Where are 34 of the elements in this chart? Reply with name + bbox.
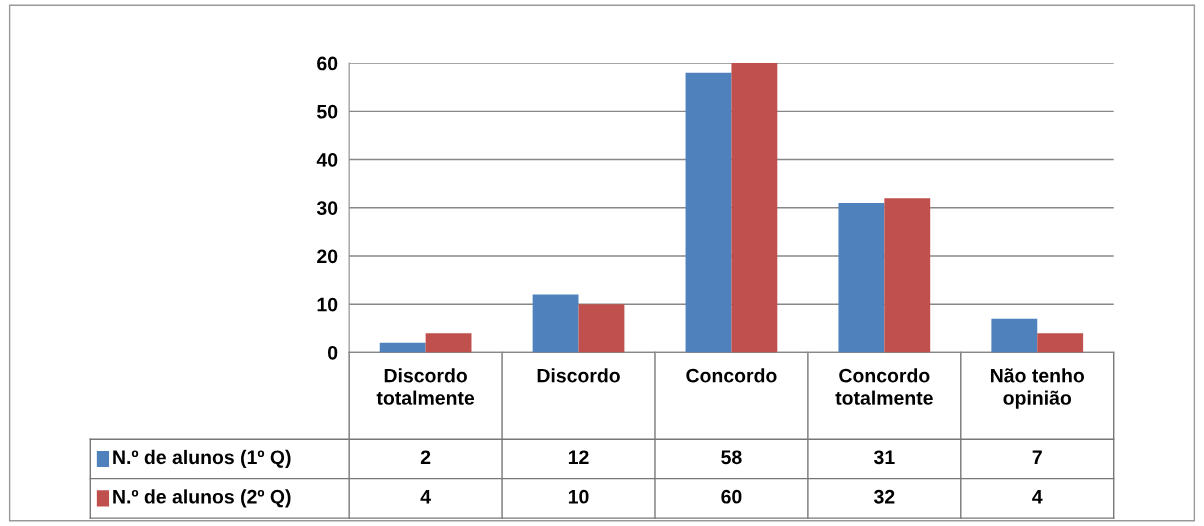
legend-label: N.º de alunos (2º Q): [113, 489, 291, 508]
data-label: 4: [1032, 490, 1043, 504]
bar: [884, 198, 931, 353]
data-label: 60: [721, 489, 742, 504]
data-label: 12: [568, 450, 589, 464]
y-tick-label: 60: [317, 56, 338, 71]
y-tick-label: 50: [317, 104, 338, 119]
bar: [685, 72, 732, 353]
x-tick-label: Discordo totalmente: [376, 368, 475, 405]
bar: [532, 294, 579, 353]
bar: [838, 202, 885, 353]
y-tick-label: 40: [316, 153, 338, 167]
x-tick-label: Discordo: [537, 368, 620, 383]
data-label: 4: [420, 490, 431, 504]
bar: [1037, 333, 1084, 353]
y-tick-label: 0: [328, 345, 338, 360]
data-label: 7: [1032, 450, 1042, 464]
y-tick-label: 10: [317, 297, 338, 312]
x-tick-label: Concordo totalmente: [835, 368, 933, 405]
bar: [578, 304, 625, 353]
data-label: 31: [873, 450, 895, 465]
data-label: 32: [873, 489, 895, 504]
bar: [731, 63, 778, 353]
bar: [991, 318, 1038, 353]
y-tick-label: 30: [316, 201, 338, 216]
data-label: 2: [420, 450, 431, 464]
y-tick-label: 20: [317, 249, 338, 264]
bar: [425, 333, 472, 353]
x-tick-label: Concordo: [686, 368, 777, 383]
data-label: 10: [568, 489, 589, 504]
bar: [379, 342, 426, 353]
x-tick-label: Não tenho opinião: [991, 368, 1085, 409]
legend-label: N.º de alunos (1º Q): [113, 449, 291, 468]
data-label: 58: [721, 450, 742, 465]
